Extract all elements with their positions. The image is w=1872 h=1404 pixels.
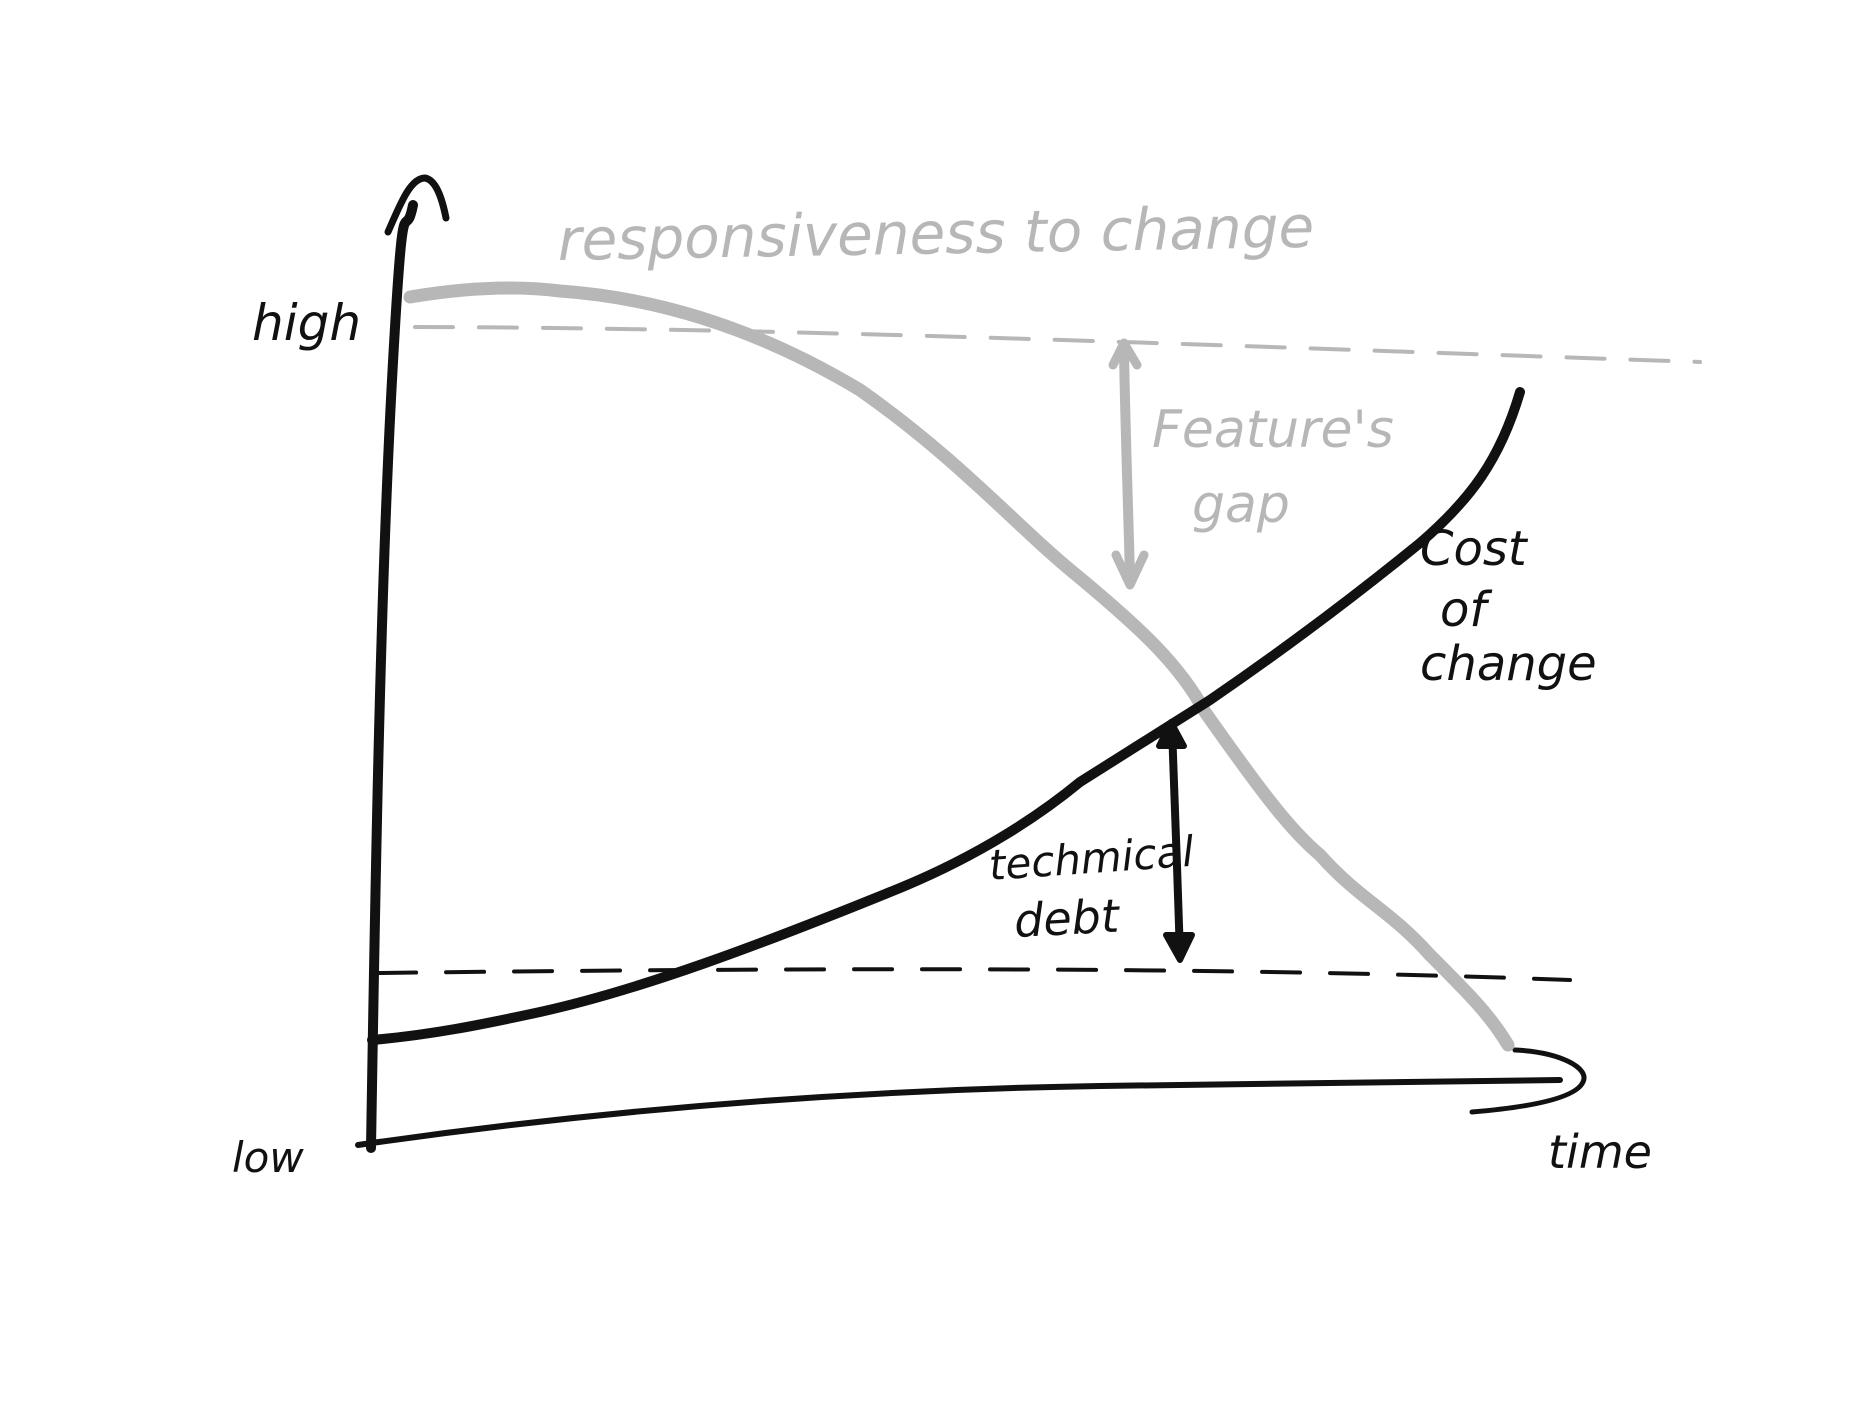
feature-gap-label-line2: gap xyxy=(1192,475,1290,535)
y-axis-arrowhead xyxy=(384,174,450,236)
feature-gap-label-line1: Feature's xyxy=(1152,400,1394,460)
high-reference-dashed-line xyxy=(413,325,1702,364)
low-reference-dashed-line xyxy=(376,967,1572,982)
y-high-label: high xyxy=(252,294,361,352)
x-time-label: time xyxy=(1548,1125,1652,1179)
y-axis xyxy=(366,200,418,1153)
cost-of-change-curve xyxy=(367,387,1525,1045)
technical-debt-arrowhead-bottom xyxy=(1163,932,1195,963)
feature-gap-arrowhead-bottom xyxy=(1111,550,1149,590)
feature-gap-arrowhead-top xyxy=(1108,338,1142,370)
cost-label-line1: Cost xyxy=(1420,521,1529,577)
technical-debt-label-line1: techmical xyxy=(987,827,1195,890)
cost-label-line2: of xyxy=(1440,582,1492,638)
feature-gap-arrow-shaft xyxy=(1119,345,1135,583)
technical-debt-arrow-shaft xyxy=(1168,724,1184,959)
technical-debt-label-line2: debt xyxy=(1013,888,1122,948)
y-low-label: low xyxy=(232,1133,304,1182)
responsiveness-curve xyxy=(403,281,1515,1052)
responsiveness-label: responsiveness to change xyxy=(557,193,1315,274)
technical-debt-arrowhead-top xyxy=(1156,719,1187,749)
x-axis-arrowhead xyxy=(1469,1047,1587,1115)
cost-label-line3: change xyxy=(1420,636,1597,692)
x-axis xyxy=(355,1077,1563,1148)
